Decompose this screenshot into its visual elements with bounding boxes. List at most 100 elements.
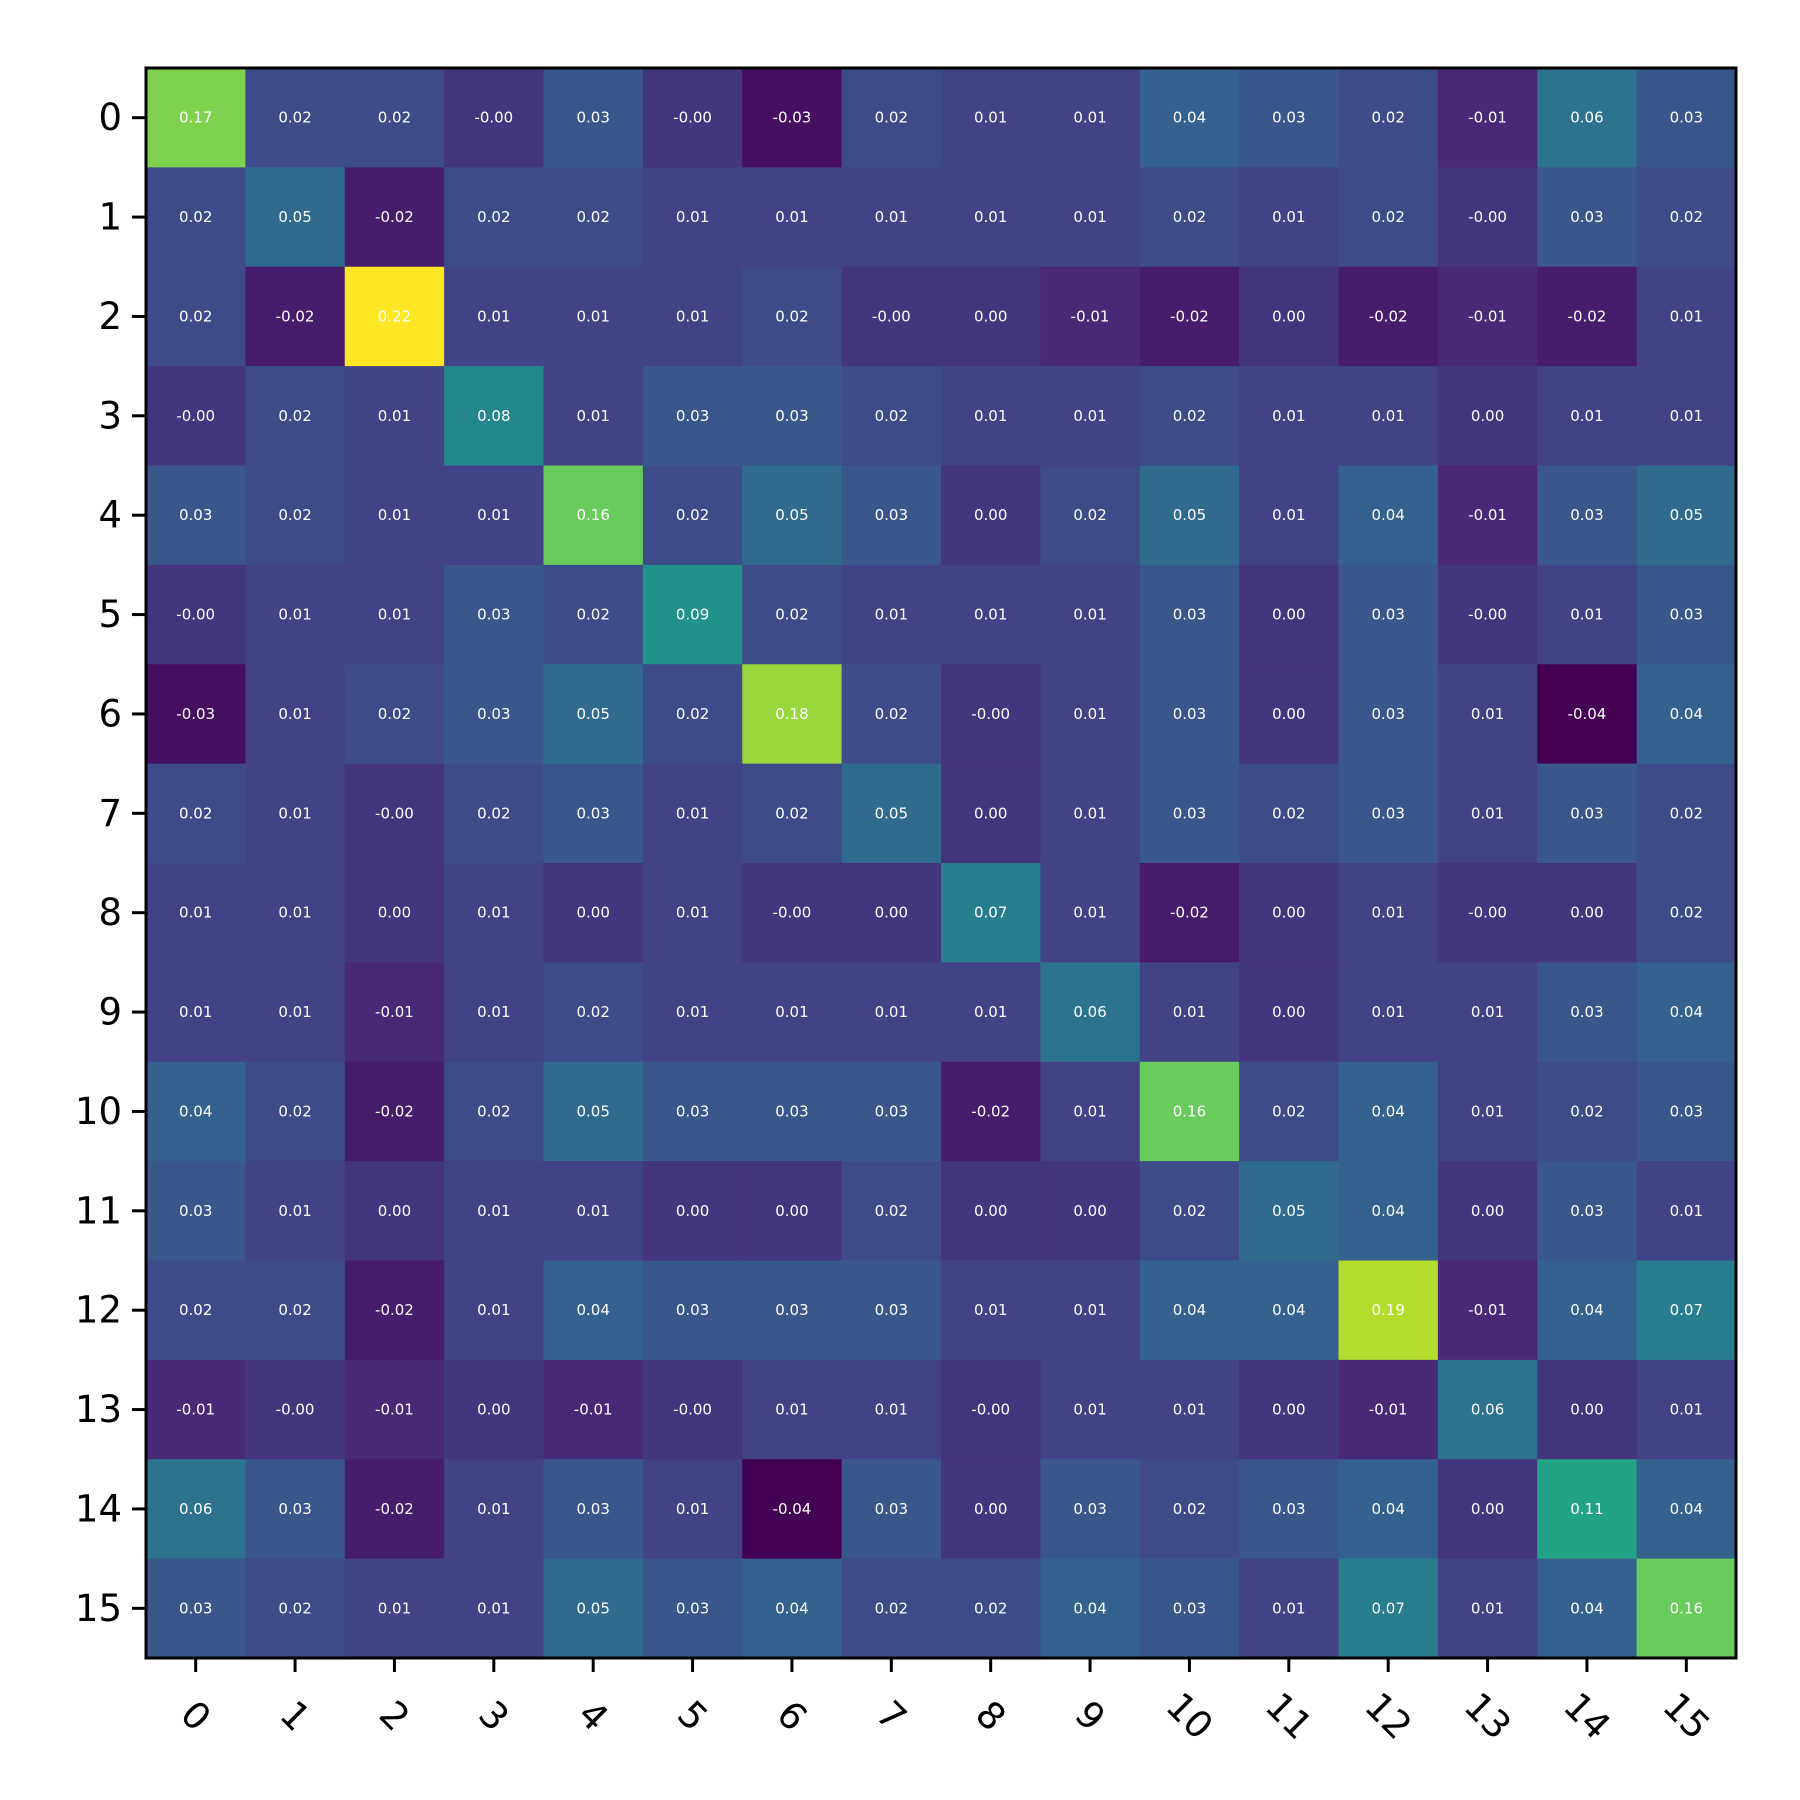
cell-value-r11-c4: 0.01: [576, 1202, 609, 1220]
heatmap-cell-r1-c8: [941, 167, 1041, 268]
cell-value-r12-c2: -0.02: [375, 1301, 414, 1319]
cell-value-r10-c8: -0.02: [971, 1102, 1010, 1120]
cell-value-r15-c6: 0.04: [775, 1599, 808, 1617]
cell-value-r6-c9: 0.01: [1073, 705, 1106, 723]
cell-value-r4-c7: 0.03: [875, 506, 908, 524]
cell-value-r11-c15: 0.01: [1670, 1202, 1703, 1220]
heatmap-cell-r14-c2: [344, 1459, 445, 1560]
cell-value-r8-c9: 0.01: [1073, 904, 1106, 922]
cell-value-r15-c5: 0.03: [676, 1599, 709, 1617]
cell-value-r2-c15: 0.01: [1670, 307, 1703, 325]
cell-value-r15-c13: 0.01: [1471, 1599, 1504, 1617]
cell-value-r6-c3: 0.03: [477, 705, 510, 723]
heatmap-cell-r2-c7: [841, 266, 942, 367]
cell-value-r0-c14: 0.06: [1570, 109, 1603, 127]
heatmap-cell-r11-c3: [444, 1161, 544, 1261]
cell-value-r13-c4: -0.01: [574, 1401, 613, 1419]
cell-value-r4-c6: 0.05: [775, 506, 808, 524]
heatmap-cell-r1-c5: [642, 167, 743, 268]
heatmap-cell-r3-c4: [543, 366, 644, 466]
cell-value-r6-c8: -0.00: [971, 705, 1010, 723]
cell-value-r8-c13: -0.00: [1468, 904, 1507, 922]
cell-value-r0-c15: 0.03: [1670, 109, 1703, 127]
heatmap-cell-r2-c2: [344, 266, 445, 367]
cell-value-r14-c6: -0.04: [773, 1500, 812, 1518]
cell-value-r4-c5: 0.02: [676, 506, 709, 524]
cell-value-r2-c2: 0.22: [378, 307, 411, 325]
cell-value-r2-c8: 0.00: [974, 307, 1007, 325]
cell-value-r5-c7: 0.01: [875, 606, 908, 624]
cell-value-r13-c2: -0.01: [375, 1401, 414, 1419]
cell-value-r13-c12: -0.01: [1369, 1401, 1408, 1419]
cell-value-r7-c7: 0.05: [875, 804, 908, 822]
heatmap-cell-r12-c12: [1338, 1260, 1439, 1361]
cell-value-r14-c10: 0.02: [1173, 1500, 1206, 1518]
heatmap-cell-r15-c10: [1139, 1558, 1240, 1659]
cell-value-r15-c3: 0.01: [477, 1599, 510, 1617]
heatmap-cell-r1-c10: [1139, 167, 1240, 268]
heatmap-cell-r10-c6: [742, 1061, 843, 1162]
heatmap-cell-r3-c13: [1437, 366, 1538, 466]
heatmap-cell-r4-c6: [742, 465, 843, 566]
cell-value-r7-c4: 0.03: [576, 804, 609, 822]
cell-value-r2-c3: 0.01: [477, 307, 510, 325]
cell-value-r8-c11: 0.00: [1272, 904, 1305, 922]
heatmap-cell-r10-c4: [543, 1061, 644, 1162]
heatmap-cell-r10-c13: [1437, 1061, 1538, 1162]
cell-value-r1-c14: 0.03: [1570, 208, 1603, 226]
cell-value-r12-c6: 0.03: [775, 1301, 808, 1319]
cell-value-r2-c4: 0.01: [576, 307, 609, 325]
heatmap-cell-r7-c15: [1636, 763, 1737, 864]
cell-value-r7-c13: 0.01: [1471, 804, 1504, 822]
heatmap-cell-r11-c15: [1636, 1161, 1737, 1261]
cell-value-r7-c14: 0.03: [1570, 804, 1603, 822]
cell-value-r3-c1: 0.02: [278, 407, 311, 425]
cell-value-r3-c7: 0.02: [875, 407, 908, 425]
heatmap-cell-r14-c7: [841, 1459, 942, 1560]
heatmap-cell-r7-c9: [1040, 763, 1141, 864]
y-tick-label-14: 14: [75, 1487, 122, 1530]
heatmap-cell-r6-c0: [146, 664, 246, 765]
heatmap-cell-r9-c14: [1537, 962, 1638, 1063]
heatmap-cell-r10-c1: [245, 1061, 346, 1162]
heatmap-cell-r9-c11: [1239, 962, 1339, 1063]
heatmap-cell-r0-c13: [1437, 68, 1538, 168]
heatmap-cell-r12-c11: [1239, 1260, 1339, 1361]
cell-value-r13-c14: 0.00: [1570, 1401, 1603, 1419]
heatmap-cell-r0-c1: [245, 68, 346, 168]
cell-value-r5-c9: 0.01: [1073, 606, 1106, 624]
cell-value-r4-c1: 0.02: [278, 506, 311, 524]
y-tick-label-1: 1: [98, 196, 122, 239]
cell-value-r0-c12: 0.02: [1371, 109, 1404, 127]
cell-value-r13-c3: 0.00: [477, 1401, 510, 1419]
heatmap-cell-r10-c11: [1239, 1061, 1339, 1162]
cell-value-r12-c12: 0.19: [1371, 1301, 1404, 1319]
heatmap-cell-r14-c10: [1139, 1459, 1240, 1560]
heatmap-cell-r12-c13: [1437, 1260, 1538, 1361]
cell-value-r7-c3: 0.02: [477, 804, 510, 822]
heatmap-cell-r4-c5: [642, 465, 743, 566]
cell-value-r7-c1: 0.01: [278, 804, 311, 822]
x-tick-label-2: 2: [371, 1692, 418, 1739]
cell-value-r7-c6: 0.02: [775, 804, 808, 822]
cell-value-r0-c1: 0.02: [278, 109, 311, 127]
x-tick-label-13: 13: [1456, 1684, 1520, 1748]
heatmap-cell-r11-c8: [941, 1161, 1041, 1261]
heatmap-cell-r5-c0: [146, 564, 246, 665]
heatmap-cell-r15-c11: [1239, 1558, 1339, 1659]
heatmap-cell-r10-c3: [444, 1061, 544, 1162]
heatmap-cell-r6-c2: [344, 664, 445, 765]
heatmap-cell-r11-c12: [1338, 1161, 1439, 1261]
heatmap-cell-r6-c4: [543, 664, 644, 765]
cell-value-r15-c4: 0.05: [576, 1599, 609, 1617]
heatmap-cell-r4-c11: [1239, 465, 1339, 566]
cell-value-r2-c13: -0.01: [1468, 307, 1507, 325]
cell-value-r14-c3: 0.01: [477, 1500, 510, 1518]
heatmap-cell-r13-c12: [1338, 1359, 1439, 1460]
heatmap-cell-r5-c4: [543, 564, 644, 665]
heatmap-cell-r2-c8: [941, 266, 1041, 367]
heatmap-cell-r1-c9: [1040, 167, 1141, 268]
x-tick-label-15: 15: [1654, 1684, 1718, 1748]
cell-value-r10-c15: 0.03: [1670, 1102, 1703, 1120]
heatmap-cell-r0-c7: [841, 68, 942, 168]
